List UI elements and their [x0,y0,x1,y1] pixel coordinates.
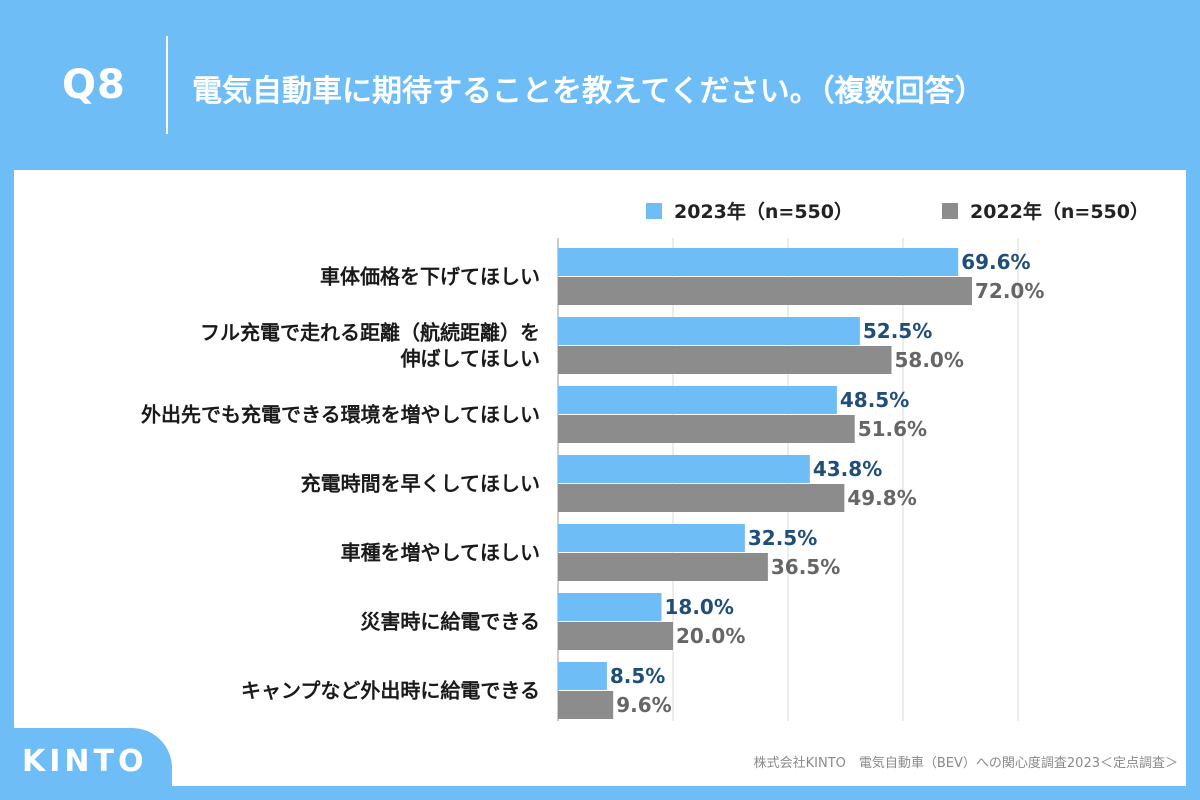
bar-2022-5 [558,622,673,650]
bar-2022-0 [558,277,972,305]
data-label-2023-3: 43.8% [813,457,882,481]
bar-2023-5 [558,593,662,621]
category-label-1-line-0: フル充電で走れる距離（航続距離）を [200,321,540,345]
bar-2022-6 [558,691,614,719]
data-label-2023-4: 32.5% [748,526,817,550]
data-label-2022-2: 51.6% [858,417,927,441]
data-label-2023-2: 48.5% [840,388,909,412]
category-label-5: 災害時に給電できる [360,610,540,634]
data-label-2022-4: 36.5% [771,555,840,579]
category-label-4: 車種を増やしてほしい [341,541,540,565]
bar-2023-6 [558,662,607,690]
legend-swatch-2022 [942,202,958,219]
bar-2023-4 [558,524,745,552]
bar-2023-3 [558,455,810,483]
data-label-2022-1: 58.0% [895,348,964,372]
bar-2022-2 [558,415,855,443]
bar-2023-0 [558,248,959,276]
legend-label-2023: 2023年（n=550） [674,201,853,223]
legend-swatch-2023 [646,202,662,219]
data-label-2022-5: 20.0% [676,624,745,648]
header: Q8 電気自動車に期待することを教えてください。（複数回答） [0,0,1200,170]
header-divider [166,36,168,134]
data-label-2023-5: 18.0% [665,595,734,619]
legend-item-2023: 2023年（n=550） [646,197,853,224]
data-label-2022-3: 49.8% [847,486,916,510]
data-label-2023-0: 69.6% [961,250,1030,274]
bar-2022-1 [558,346,892,374]
bar-2023-2 [558,386,837,414]
data-label-2022-6: 9.6% [616,693,671,717]
bar-2022-3 [558,484,845,512]
data-label-2023-1: 52.5% [863,319,932,343]
data-label-2022-0: 72.0% [975,279,1044,303]
bar-2022-4 [558,553,768,581]
category-label-1-line-1: 伸ばしてほしい [400,347,540,371]
category-label-3: 充電時間を早くしてほしい [301,472,540,496]
question-text: 電気自動車に期待することを教えてください。（複数回答） [192,74,985,109]
bar-2023-1 [558,317,860,345]
question-number: Q8 [62,62,126,108]
legend-item-2022: 2022年（n=550） [942,197,1149,224]
logo-tab [0,728,172,800]
category-label-2: 外出先でも充電できる環境を増やしてほしい [141,403,540,427]
category-label-0: 車体価格を下げてほしい [320,265,540,289]
source-note: 株式会社KINTO 電気自動車（BEV）への関心度調査2023＜定点調査＞ [753,756,1178,771]
legend-label-2022: 2022年（n=550） [970,201,1149,223]
category-label-6: キャンプなど外出時に給電できる [241,679,540,703]
data-label-2023-6: 8.5% [610,664,665,688]
kinto-logo: KINTO [22,744,148,779]
